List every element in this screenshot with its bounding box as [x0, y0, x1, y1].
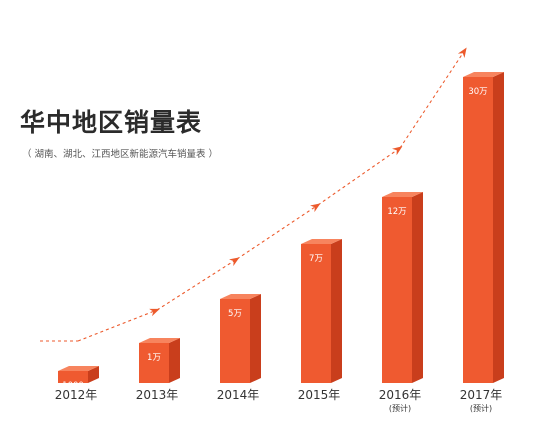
bar-front-2012年	[58, 371, 88, 383]
data-label: 12万	[387, 207, 406, 217]
data-label: 1000	[62, 381, 84, 391]
chart-subtitle: （ 湖南、湖北、江西地区新能源汽车销量表 ）	[22, 149, 219, 160]
bar-top-2013年	[139, 338, 180, 343]
bar-front-2015年	[301, 244, 331, 383]
x-tick-note: (预计)	[470, 403, 492, 413]
bar-top-2014年	[220, 294, 261, 299]
trend-segment-2	[77, 308, 160, 342]
x-tick-note: (预计)	[389, 403, 411, 413]
bar-top-2017年	[463, 72, 504, 77]
data-label: 1万	[147, 353, 161, 363]
x-tick-label: 2017年	[460, 388, 503, 402]
x-tick-label: 2015年	[298, 388, 341, 402]
data-label: 7万	[309, 254, 323, 264]
bar-top-2015年	[301, 239, 342, 244]
bar-top-2016年	[382, 192, 423, 197]
x-tick-label: 2014年	[217, 388, 260, 402]
bar-front-2017年	[463, 77, 493, 383]
x-tick-label: 2013年	[136, 388, 179, 402]
trend-segment-6	[399, 47, 467, 149]
bar-side-2016年	[412, 192, 423, 383]
bar-side-2014年	[250, 294, 261, 383]
bar-side-2013年	[169, 338, 180, 383]
x-tick-label: 2016年	[379, 388, 422, 402]
bar-front-2014年	[220, 299, 250, 383]
bar-side-2017年	[493, 72, 504, 384]
trend-segment-5	[317, 146, 403, 206]
trend-segment-4	[236, 203, 321, 260]
bar-front-2013年	[139, 343, 169, 383]
chart-title: 华中地区销量表	[20, 108, 203, 137]
trend-segment-3	[156, 257, 240, 311]
bar-side-2015年	[331, 239, 342, 383]
bar-side-2012年	[88, 366, 99, 383]
x-tick-label: 2012年	[55, 388, 98, 402]
bar-front-2016年	[382, 197, 412, 383]
data-label: 5万	[228, 309, 242, 319]
data-label: 30万	[468, 87, 487, 97]
bar-top-2012年	[58, 366, 99, 371]
